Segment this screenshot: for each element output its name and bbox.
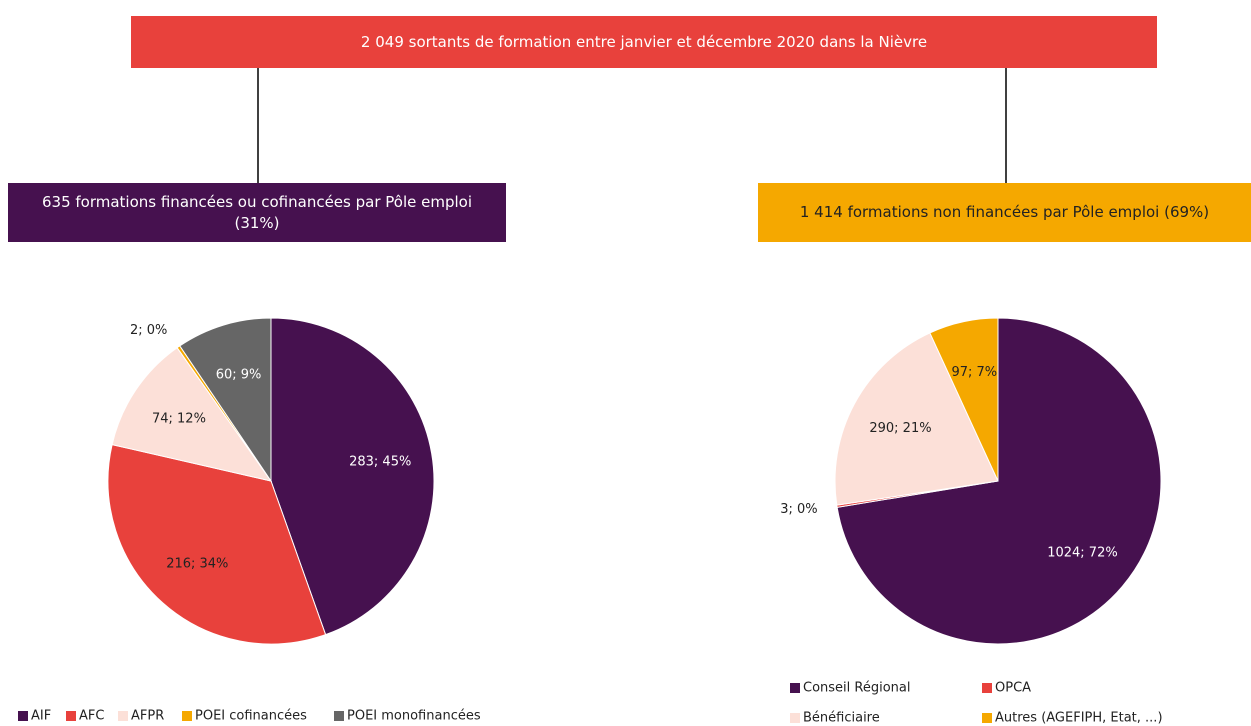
legend-label: AFPR <box>131 709 164 724</box>
legend-swatch <box>334 711 344 721</box>
data-label: 2; 0% <box>130 323 167 338</box>
data-label: 60; 9% <box>216 368 262 383</box>
pie-slice <box>836 317 1162 645</box>
legend-swatch <box>182 711 192 721</box>
data-label: 1024; 72% <box>1047 545 1118 560</box>
data-label: 3; 0% <box>780 502 817 517</box>
legend-swatch <box>982 713 992 723</box>
right-box: 1 414 formations non financées par Pôle … <box>758 183 1251 242</box>
legend-label: Autres (AGEFIPH, Etat, ...) <box>995 711 1163 726</box>
legend-label: Bénéficiaire <box>803 711 880 726</box>
legend-swatch <box>18 711 28 721</box>
pie-slice <box>929 317 999 482</box>
left-box: 635 formations financées ou cofinancées … <box>8 183 506 242</box>
data-label: 97; 7% <box>951 365 997 380</box>
legend-label: POEI cofinancées <box>195 709 307 724</box>
legend-label: POEI monofinancées <box>347 709 481 724</box>
data-label: 283; 45% <box>349 455 411 470</box>
legend-label: AFC <box>79 709 104 724</box>
legend-swatch <box>66 711 76 721</box>
legend-swatch <box>790 683 800 693</box>
pie-slice <box>111 347 273 482</box>
data-label: 290; 21% <box>869 421 931 436</box>
legend-label: Conseil Régional <box>803 681 910 696</box>
legend-swatch <box>790 713 800 723</box>
data-label: 216; 34% <box>166 556 228 571</box>
pie-slice <box>107 444 327 645</box>
banner-title: 2 049 sortants de formation entre janvie… <box>131 16 1157 68</box>
legend-swatch <box>982 683 992 693</box>
legend-label: AIF <box>31 709 51 724</box>
pie-slice <box>270 317 435 636</box>
data-label: 74; 12% <box>152 412 206 427</box>
pie-slice <box>179 317 272 483</box>
legend-swatch <box>118 711 128 721</box>
legend-label: OPCA <box>995 681 1031 696</box>
pie-slice <box>834 332 999 506</box>
